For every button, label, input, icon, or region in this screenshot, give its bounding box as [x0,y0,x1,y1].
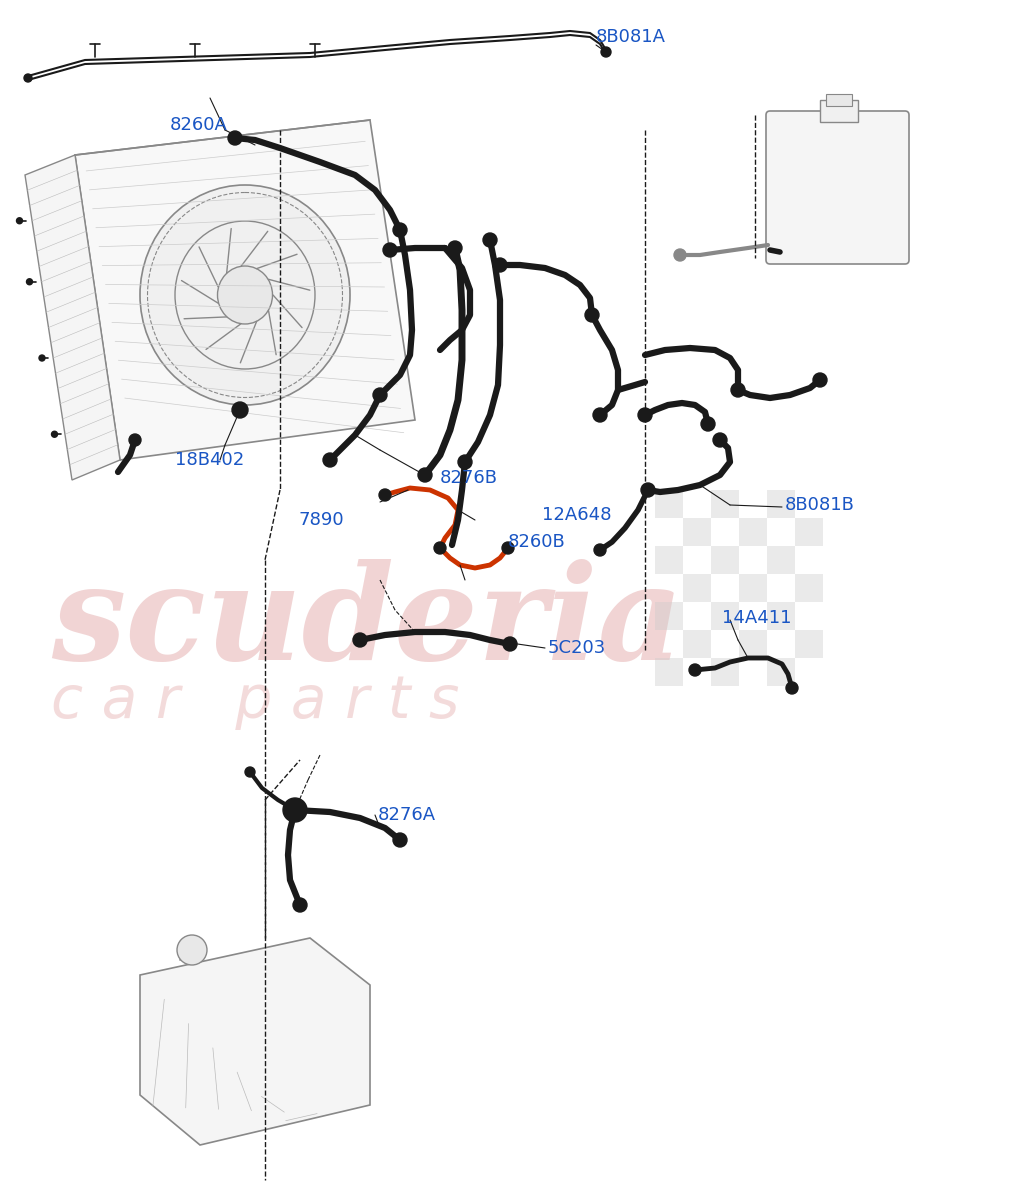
Circle shape [353,634,367,647]
Circle shape [483,233,497,247]
Bar [655,602,683,630]
Circle shape [16,217,22,223]
Bar [739,518,767,546]
Circle shape [373,388,387,402]
Circle shape [293,898,307,912]
Bar [655,490,683,518]
Circle shape [448,241,462,254]
Bar [826,94,852,106]
Bar [767,602,795,630]
Text: 8B081B: 8B081B [785,496,855,514]
Circle shape [701,416,715,431]
Bar [655,546,683,574]
Bar [795,574,823,602]
Circle shape [674,248,686,260]
Bar [711,602,739,630]
Text: 8260A: 8260A [170,116,228,134]
Bar [711,658,739,686]
Circle shape [641,482,655,497]
Text: 14A411: 14A411 [722,608,791,626]
Circle shape [129,434,141,446]
Text: c a r   p a r t s: c a r p a r t s [51,673,460,731]
Circle shape [593,408,607,422]
Bar [683,574,711,602]
Bar [795,518,823,546]
Text: 5C203: 5C203 [548,638,606,658]
Bar [795,630,823,658]
Polygon shape [140,938,370,1145]
Circle shape [502,542,514,554]
Circle shape [594,544,606,556]
Bar [711,546,739,574]
Circle shape [689,664,701,676]
Circle shape [458,455,472,469]
Text: 8260B: 8260B [508,533,565,551]
Circle shape [232,402,248,418]
Circle shape [228,131,242,145]
Circle shape [283,798,307,822]
Text: 12A648: 12A648 [542,506,611,524]
Bar [683,518,711,546]
Circle shape [177,935,207,965]
Circle shape [26,278,33,284]
Circle shape [383,242,397,257]
Circle shape [503,637,517,650]
Circle shape [245,767,255,778]
Circle shape [585,308,599,322]
Circle shape [24,74,32,82]
Circle shape [39,355,45,361]
Circle shape [434,542,446,554]
Polygon shape [75,120,415,460]
Text: 18B402: 18B402 [175,451,244,469]
Text: scuderia: scuderia [51,559,683,689]
Bar [655,658,683,686]
Bar [767,658,795,686]
FancyBboxPatch shape [766,110,909,264]
Ellipse shape [140,185,350,404]
Text: 8276B: 8276B [440,469,498,487]
Bar [739,630,767,658]
Circle shape [323,452,337,467]
Ellipse shape [218,266,273,324]
Circle shape [601,47,611,56]
Bar [739,574,767,602]
Bar [683,630,711,658]
Circle shape [638,408,652,422]
Bar [711,490,739,518]
Circle shape [393,833,407,847]
Polygon shape [25,155,120,480]
Circle shape [393,223,407,236]
Bar [820,100,858,122]
Circle shape [786,682,798,694]
Circle shape [813,373,827,386]
Ellipse shape [175,221,315,370]
Circle shape [731,383,745,397]
Text: 8B081A: 8B081A [596,28,666,46]
Text: 7890: 7890 [298,511,344,529]
Bar [767,546,795,574]
Circle shape [713,433,727,446]
Text: 8276A: 8276A [378,806,436,824]
Circle shape [418,468,432,482]
Bar [767,490,795,518]
Circle shape [379,490,391,502]
Circle shape [52,431,58,437]
Circle shape [493,258,507,272]
